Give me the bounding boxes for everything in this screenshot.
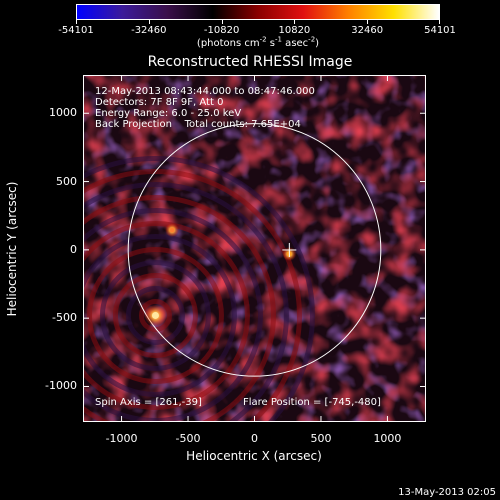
x-tick-label: 0 (251, 432, 258, 445)
colorbar-units: (photons cm-2 s-1 asec-2) (196, 35, 320, 49)
info-method-counts: Back Projection Total counts: 7.65E+04 (95, 119, 301, 130)
source-ripple-ring (112, 272, 198, 358)
y-tick-label: -1000 (45, 379, 77, 393)
plot-frame (83, 75, 426, 422)
y-tick-label: 500 (56, 174, 77, 188)
y-tick-label: -500 (52, 311, 77, 325)
colorbar-tick-label: -32460 (131, 25, 167, 36)
image-plot-area: 12-May-2013 08:43:44.000 to 08:47:46.000… (83, 75, 426, 422)
colorbar-tick-label: 54101 (424, 25, 456, 36)
colorbar-tick-label: 32460 (351, 25, 384, 36)
info-detectors: Detectors: 7F 8F 9F, Att 0 (95, 97, 224, 108)
x-tick-label: -500 (175, 432, 201, 445)
info-time-range: 12-May-2013 08:43:44.000 to 08:47:46.000 (95, 86, 315, 97)
colorbar-tick (439, 20, 440, 24)
colorbar (76, 4, 440, 20)
y-tick-label: 1000 (49, 106, 77, 120)
colorbar-tick (367, 20, 369, 24)
spin-axis-label: Spin Axis = [261,-39] (95, 397, 202, 408)
info-energy-range: Energy Range: 6.0 - 25.0 keV (95, 108, 242, 119)
source-ripple-ring (83, 220, 250, 410)
source-ripple-ring (86, 246, 224, 384)
flare-source (151, 311, 159, 319)
colorbar-tick (294, 20, 296, 24)
rhessi-image (83, 75, 426, 422)
flare-source (169, 227, 175, 233)
source-ripple-ring (83, 207, 263, 422)
y-axis-label: Heliocentric Y (arcsec) (5, 181, 19, 317)
colorbar-tick (148, 20, 150, 24)
source-ripple-ring (83, 194, 276, 422)
colorbar-tick (221, 20, 223, 24)
y-tick-label: 0 (70, 242, 77, 256)
source-ripple-ring (83, 155, 315, 422)
colorbar-tick-label: 10820 (278, 25, 311, 36)
x-axis-label: Heliocentric X (arcsec) (186, 449, 322, 463)
colorbar-tick-label: -10820 (203, 25, 240, 36)
colorbar-tick-label: -54101 (58, 25, 94, 36)
flare-position-label: Flare Position = [-745,-480] (243, 397, 381, 408)
source-ripple-ring (99, 259, 211, 371)
source-ripple-ring (125, 285, 185, 345)
colorbar-tick (76, 20, 77, 24)
x-tick-label: 1000 (373, 432, 402, 445)
x-tick-label: 500 (310, 432, 332, 445)
source-ripple-ring (138, 298, 172, 332)
plot-title: Reconstructed RHESSI Image (147, 54, 353, 70)
x-tick-label: -1000 (105, 432, 138, 445)
solar-limb-circle (127, 123, 382, 377)
source-ripple-ring (83, 233, 237, 397)
source-ripple-ring (83, 181, 289, 422)
plot-timestamp: 13-May-2013 02:05 (398, 487, 496, 498)
